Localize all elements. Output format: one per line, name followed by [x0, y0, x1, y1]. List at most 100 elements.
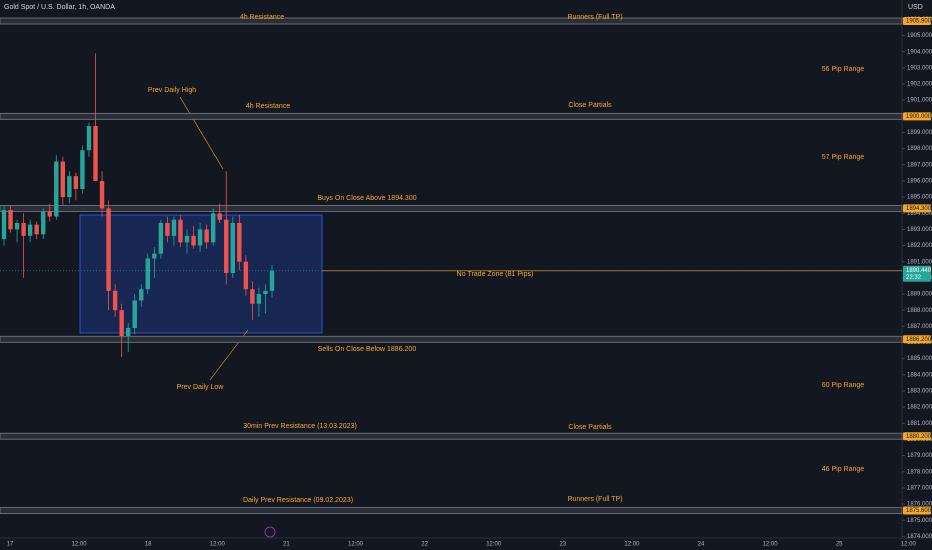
candle-body: [73, 176, 79, 190]
candle-body: [269, 270, 275, 291]
x-tick-label: 22: [421, 542, 428, 548]
candle-body: [210, 213, 216, 243]
annotation: 56 Pip Range: [822, 66, 865, 73]
candle-body: [106, 208, 111, 291]
annotation: No Trade Zone (81 Pips): [457, 271, 534, 278]
y-tick-label: 1884.000: [907, 372, 932, 378]
level-price-box: [903, 204, 931, 213]
candle-body: [145, 258, 151, 290]
y-tick-label: 1878.000: [907, 469, 932, 475]
annotation: 4h Resistance: [240, 14, 284, 21]
last-price-label: 1890.440: [906, 268, 932, 274]
candle-body: [60, 161, 66, 198]
candle-body: [237, 222, 242, 262]
currency: USD: [908, 4, 923, 11]
y-tick-label: 1899.000: [907, 130, 932, 136]
candle-body: [8, 210, 13, 230]
level-band: [0, 335, 903, 343]
level-band: [0, 17, 903, 25]
annotation: 46 Pip Range: [822, 466, 865, 473]
y-tick-label: 1885.000: [907, 356, 932, 362]
y-tick-label: 1905.000: [907, 33, 932, 39]
y-tick-label: 1893.000: [907, 227, 932, 233]
candle-body: [54, 161, 59, 217]
annotations: 4h Resistance Runners (Full TP) 56 Pip R…: [148, 14, 864, 504]
candle-body: [256, 294, 262, 304]
candle-body: [197, 229, 203, 246]
annotation: Prev Daily Low: [177, 384, 225, 391]
y-tick-label: 1881.000: [907, 421, 932, 427]
level-price-label: 1875.600: [906, 508, 932, 514]
candle-body: [263, 290, 268, 295]
y-tick-label: 1887.000: [907, 324, 932, 330]
candle-body: [178, 219, 183, 243]
candle-body: [119, 310, 124, 337]
level-band: [0, 205, 903, 212]
candle-body: [47, 211, 52, 217]
x-tick-label: 25: [836, 542, 843, 548]
level-price-label: 1880.200: [906, 434, 932, 440]
candle-body: [80, 150, 85, 190]
x-tick-label: 12:00: [901, 542, 917, 548]
x-tick-label: 12:00: [348, 542, 364, 548]
candle-body: [250, 289, 255, 304]
y-tick-label: 1889.000: [907, 292, 932, 298]
annotation: Buys On Close Above 1894.300: [317, 195, 416, 202]
candle-body: [217, 213, 222, 220]
candle-body: [132, 300, 137, 328]
y-tick-label: 1875.000: [907, 518, 932, 524]
x-tick-label: 12:00: [72, 542, 88, 548]
annotation: Sells On Close Below 1886.200: [318, 346, 417, 353]
level-band: [0, 112, 903, 120]
candle-body: [243, 261, 249, 290]
candle-body: [230, 222, 235, 274]
candle-body: [139, 289, 144, 301]
level-price-box: [903, 432, 931, 441]
y-tick-label: 1876.000: [907, 502, 932, 508]
y-tick-label: 1891.000: [907, 259, 932, 265]
y-tick-label: 1903.000: [907, 65, 932, 71]
level-price-label: 1894.300: [906, 206, 932, 212]
annotation: Prev Daily High: [148, 87, 196, 94]
annotation: 30min Prev Resistance (13.03.2023): [243, 423, 357, 430]
candle-body: [152, 253, 157, 259]
candle-body: [27, 224, 33, 236]
candle-body: [21, 222, 26, 236]
candle-body: [86, 126, 92, 151]
y-tick-label: 1895.000: [907, 195, 932, 201]
candle-body: [224, 219, 229, 274]
candle-body: [41, 211, 46, 235]
y-tick-label: 1902.000: [907, 82, 932, 88]
arrow: [179, 96, 224, 170]
y-tick-label: 1877.000: [907, 485, 932, 491]
y-tick-label: 1879.000: [907, 453, 932, 459]
y-tick-label: 1883.000: [907, 389, 932, 395]
last-price-box: [903, 265, 931, 282]
y-tick-label: 1892.000: [907, 243, 932, 249]
event-icon[interactable]: [264, 526, 276, 538]
candle-body: [112, 290, 118, 311]
y-tick-label: 1904.000: [907, 49, 932, 55]
candle-body: [1, 210, 7, 240]
candle-body: [165, 222, 170, 236]
annotation: Close Partials: [568, 102, 612, 109]
countdown: 22:32: [906, 275, 922, 281]
level-price-label: 1900.000: [906, 114, 932, 120]
x-tick-label: 12:00: [624, 542, 640, 548]
y-tick-label: 1901.000: [907, 98, 932, 104]
candle-body: [93, 126, 98, 181]
candle-body: [67, 176, 72, 198]
y-tick-label: 1897.000: [907, 162, 932, 168]
level-price-label: 1905.900: [906, 19, 932, 25]
y-tick-label: 1894.000: [907, 211, 932, 217]
level-band: [0, 507, 903, 514]
x-tick-label: 18: [145, 542, 152, 548]
x-tick-label: 21: [283, 542, 290, 548]
y-tick-label: 1896.000: [907, 179, 932, 185]
candle-body: [204, 229, 209, 243]
x-tick-label: 23: [559, 542, 566, 548]
candle-body: [99, 180, 105, 209]
y-tick-label: 1882.000: [907, 405, 932, 411]
level-band: [0, 432, 903, 440]
